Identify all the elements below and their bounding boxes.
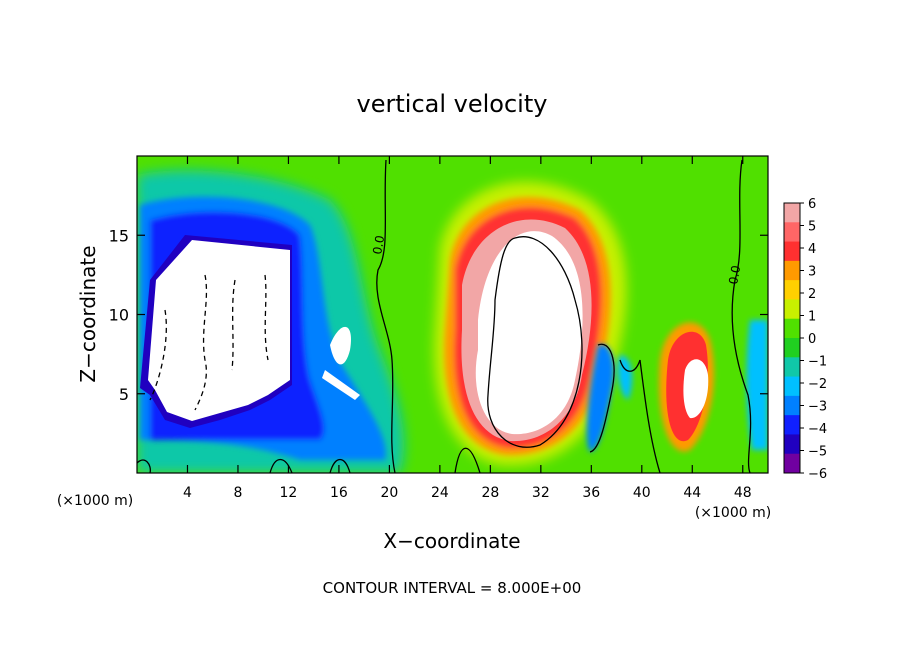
- colorbar-tick-label: −3: [808, 400, 827, 415]
- y-axis-label: Z−coordinate: [76, 245, 100, 382]
- colorbar-swatch: [784, 299, 800, 320]
- colorbar-swatch: [784, 338, 800, 358]
- colorbar-tick-label: −6: [808, 467, 827, 482]
- y-axis: 5 10 15: [109, 226, 768, 404]
- colorbar-swatch: [784, 280, 800, 300]
- colorbar-tick-label: −4: [808, 422, 827, 437]
- x-tick-label: 12: [280, 485, 298, 501]
- colorbar-tick-label: 6: [808, 197, 816, 212]
- colorbar-swatch: [784, 241, 800, 262]
- colorbar-tick-label: −5: [808, 445, 827, 460]
- x-unit-label: (×1000 m): [695, 505, 771, 521]
- colorbar-swatch: [784, 357, 800, 378]
- colorbar-swatch: [784, 415, 800, 435]
- colorbar-swatch: [784, 434, 800, 455]
- x-tick-label: 28: [481, 485, 499, 501]
- colorbar-swatch: [784, 260, 800, 281]
- colorbar-tick-label: 3: [808, 265, 816, 280]
- colorbar-swatch: [784, 203, 800, 223]
- colorbar-tick-label: −2: [808, 377, 827, 392]
- colorbar-tick-label: 1: [808, 310, 816, 325]
- x-axis-label: X−coordinate: [383, 529, 520, 553]
- contour-interval-footer: CONTOUR INTERVAL = 8.000E+00: [323, 579, 582, 597]
- contour-label-1: 0.0: [370, 234, 387, 255]
- x-tick-label: 40: [633, 485, 651, 501]
- colorbar-tick-label: 5: [808, 220, 816, 235]
- x-tick-label: 36: [582, 485, 600, 501]
- colorbar-tick-label: −1: [808, 355, 827, 370]
- x-tick-label: 32: [532, 485, 550, 501]
- x-tick-label: 8: [233, 485, 242, 501]
- y-tick-label: 5: [119, 385, 129, 404]
- x-tick-label: 16: [330, 485, 348, 501]
- x-tick-label: 4: [183, 485, 192, 501]
- colorbar-swatch: [784, 453, 800, 474]
- x-tick-label: 20: [380, 485, 398, 501]
- colorbar-tick-label: 0: [808, 332, 816, 347]
- colorbar-swatch: [784, 318, 800, 339]
- x-tick-label: 44: [683, 485, 701, 501]
- colorbar-tick-label: 2: [808, 287, 816, 302]
- colorbar-swatch: [784, 222, 800, 243]
- y-tick-label: 10: [109, 306, 129, 325]
- plot-field: [137, 156, 768, 473]
- y-unit-label: (×1000 m): [57, 493, 133, 509]
- contour-lines: [137, 159, 752, 473]
- x-tick-label: 24: [431, 485, 449, 501]
- colorbar: 6 5 4 3 2 1 0 −1 −2 −3 −4 −5 −6: [783, 197, 827, 482]
- colorbar-swatch: [784, 395, 800, 416]
- x-tick-label: 48: [734, 485, 752, 501]
- colorbar-tick-label: 4: [808, 242, 816, 257]
- chart-title: vertical velocity: [357, 90, 548, 118]
- y-tick-label: 15: [109, 226, 129, 245]
- x-axis: 4 8 12 16 20 24 28 32 36 40 44 48: [183, 156, 752, 501]
- colorbar-swatch: [784, 376, 800, 397]
- contour-label-2: 0.0: [726, 264, 743, 285]
